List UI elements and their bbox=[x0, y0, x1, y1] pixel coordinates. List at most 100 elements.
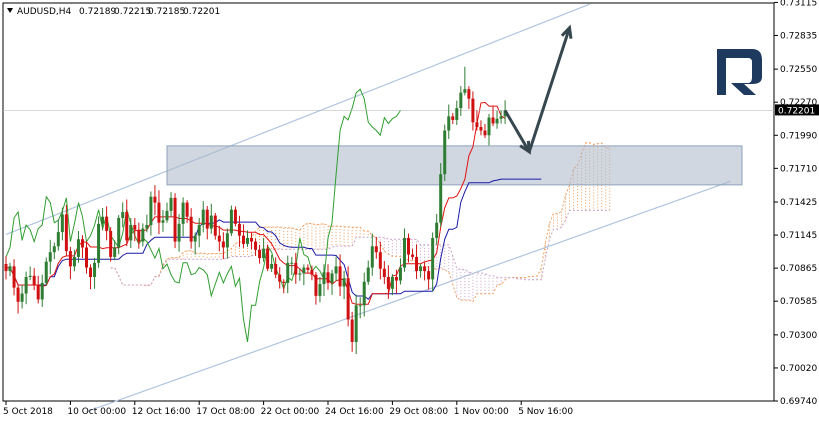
candle-body bbox=[177, 223, 181, 242]
candle bbox=[117, 215, 121, 255]
candle-body bbox=[443, 130, 447, 175]
candle bbox=[459, 86, 463, 116]
candle-body bbox=[346, 278, 350, 320]
candle-body bbox=[322, 272, 326, 285]
candle-body bbox=[459, 92, 463, 109]
candle bbox=[471, 91, 475, 131]
candle bbox=[306, 264, 310, 273]
candle-body bbox=[386, 276, 390, 289]
candle bbox=[374, 236, 378, 259]
candle-body bbox=[117, 217, 121, 248]
candle-body bbox=[427, 271, 431, 280]
candle bbox=[149, 191, 153, 236]
candle bbox=[487, 113, 491, 146]
symbol-label: AUDUSD,H4 bbox=[17, 7, 72, 17]
senkou-span-b bbox=[110, 209, 610, 286]
candle-body bbox=[499, 116, 503, 119]
dropdown-triangle-icon[interactable] bbox=[7, 8, 13, 13]
candle bbox=[145, 214, 149, 233]
candle bbox=[495, 110, 499, 129]
candle-body bbox=[12, 266, 16, 288]
candle-body bbox=[169, 197, 173, 211]
candle-body bbox=[419, 266, 423, 272]
candle bbox=[290, 256, 294, 276]
candle bbox=[40, 274, 44, 307]
candle-body bbox=[56, 232, 60, 247]
x-tick-label: 22 Oct 00:00 bbox=[261, 407, 320, 417]
candle-body bbox=[193, 235, 197, 242]
candle bbox=[407, 233, 410, 263]
candle-body bbox=[475, 122, 479, 128]
candle bbox=[217, 225, 221, 252]
candle bbox=[101, 207, 105, 231]
candle-body bbox=[101, 216, 105, 224]
support-zone-rect bbox=[166, 145, 743, 186]
candle-body bbox=[423, 266, 427, 272]
candle-body bbox=[390, 276, 394, 289]
candle-body bbox=[76, 239, 80, 257]
candle-body bbox=[378, 252, 382, 269]
candle bbox=[370, 233, 374, 276]
candle-body bbox=[354, 305, 358, 342]
chikou-span-line bbox=[5, 88, 401, 342]
candle-body bbox=[262, 248, 266, 259]
up-arrow-head bbox=[560, 24, 573, 39]
candle bbox=[8, 262, 12, 277]
candle-body bbox=[64, 214, 68, 252]
candle-body bbox=[451, 116, 455, 120]
candle bbox=[85, 241, 88, 274]
candle-body bbox=[80, 239, 84, 248]
high-value: 0.72215 bbox=[114, 7, 151, 17]
y-tick-label: 0.71710 bbox=[780, 164, 817, 174]
candle-body bbox=[60, 214, 64, 233]
candle bbox=[165, 202, 169, 223]
broker-logo bbox=[717, 49, 762, 95]
candle bbox=[322, 264, 326, 297]
candle bbox=[181, 197, 185, 237]
candle bbox=[24, 271, 28, 305]
candle bbox=[310, 265, 314, 281]
candle-body bbox=[366, 267, 370, 282]
symbol-header: AUDUSD,H4 0.72189 0.72215 0.72185 0.7220… bbox=[7, 7, 220, 17]
candle-body bbox=[145, 225, 149, 229]
candle bbox=[411, 248, 415, 260]
candle-body bbox=[270, 264, 274, 269]
candle bbox=[48, 239, 52, 275]
candle bbox=[443, 124, 447, 182]
candle bbox=[302, 264, 306, 286]
candle-body bbox=[181, 202, 185, 224]
up-arrow bbox=[527, 27, 571, 153]
candle-body bbox=[394, 276, 398, 281]
candle bbox=[447, 104, 451, 139]
candle bbox=[463, 66, 467, 96]
open-value: 0.72189 bbox=[79, 7, 116, 17]
candle-body bbox=[52, 246, 56, 253]
candle bbox=[386, 265, 390, 299]
candle bbox=[254, 238, 258, 256]
candle-body bbox=[338, 266, 342, 287]
candle bbox=[113, 240, 117, 261]
candle bbox=[262, 237, 266, 262]
candle bbox=[451, 113, 455, 125]
candle bbox=[201, 201, 205, 233]
candle bbox=[80, 235, 84, 259]
candle-body bbox=[105, 216, 109, 231]
candle bbox=[237, 215, 241, 247]
candle-body bbox=[314, 274, 318, 296]
candle bbox=[20, 284, 24, 309]
candle bbox=[221, 232, 225, 260]
candle bbox=[93, 257, 97, 289]
candle-body bbox=[229, 209, 233, 234]
candle-body bbox=[487, 117, 491, 136]
candle bbox=[378, 241, 382, 280]
candle-body bbox=[48, 252, 52, 262]
candle-body bbox=[205, 209, 209, 229]
candle bbox=[294, 252, 298, 284]
candle-body bbox=[455, 108, 459, 120]
candle-body bbox=[342, 278, 346, 287]
projection-arrows bbox=[503, 24, 573, 155]
candle-body bbox=[32, 275, 36, 286]
candle-body bbox=[358, 305, 362, 307]
candle bbox=[56, 219, 60, 251]
